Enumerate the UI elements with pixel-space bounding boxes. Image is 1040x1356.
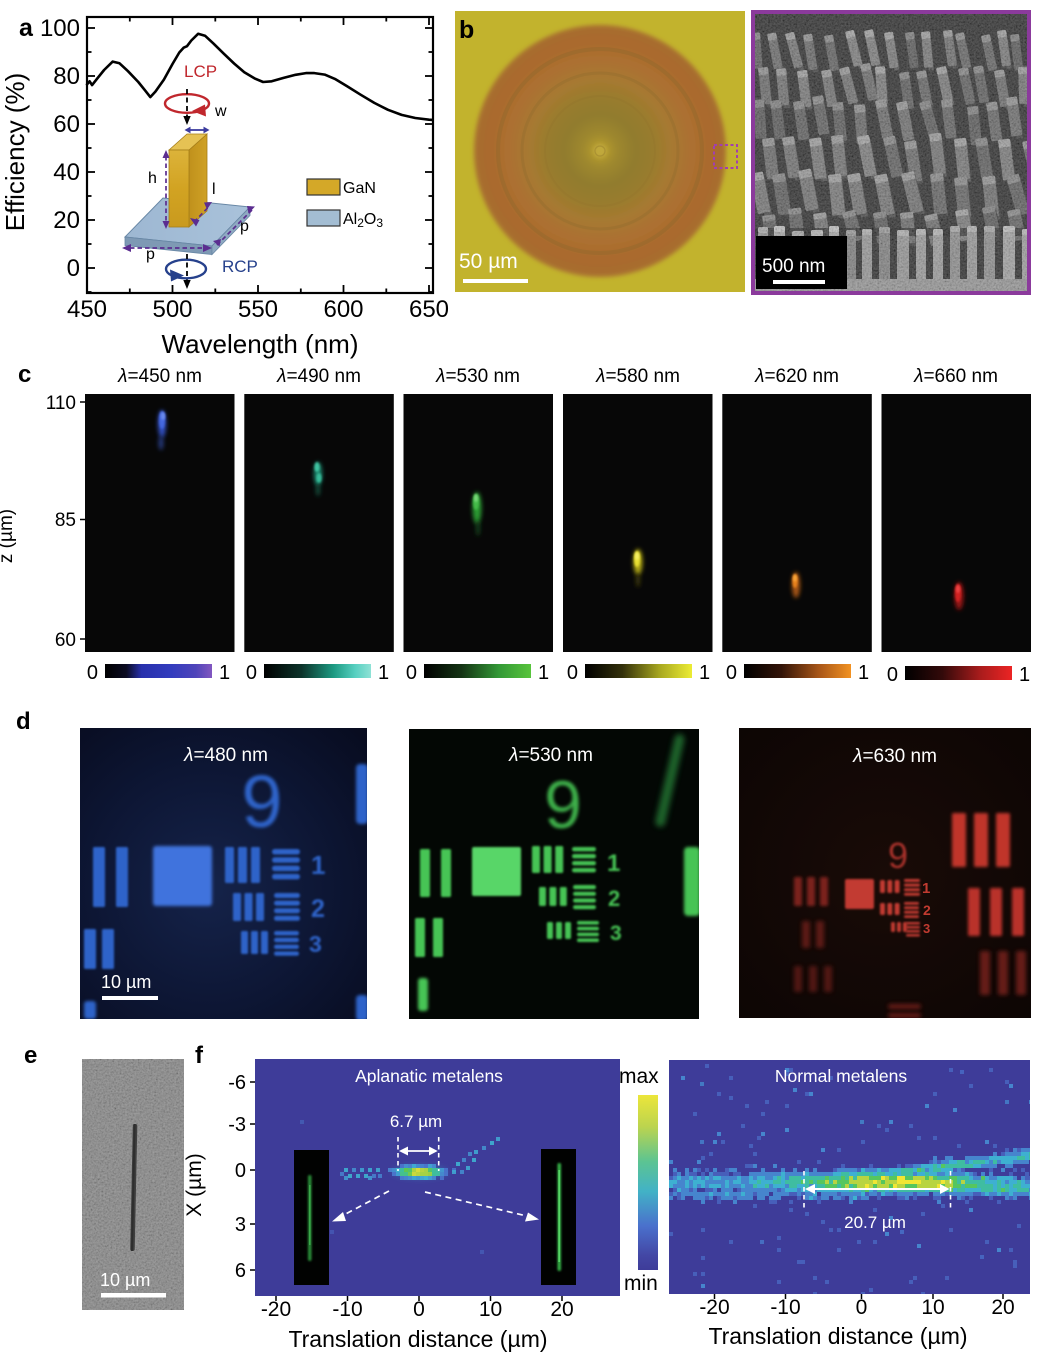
svg-text:0: 0 — [726, 662, 737, 684]
svg-text:1: 1 — [922, 880, 930, 897]
svg-text:450: 450 — [67, 296, 107, 323]
svg-text:1: 1 — [538, 662, 549, 684]
svg-text:600: 600 — [323, 296, 363, 323]
svg-text:1: 1 — [378, 662, 389, 684]
svg-text:0: 0 — [413, 1298, 425, 1321]
svg-text:d: d — [16, 708, 31, 735]
svg-text:9: 9 — [241, 760, 282, 843]
svg-text:GaN: GaN — [343, 180, 376, 197]
svg-text:0: 0 — [246, 662, 257, 684]
svg-text:λ=660 nm: λ=660 nm — [913, 366, 998, 387]
svg-text:l: l — [212, 181, 216, 198]
svg-text:20: 20 — [53, 207, 80, 234]
svg-text:0: 0 — [856, 1296, 868, 1319]
svg-text:X (µm): X (µm) — [183, 1153, 206, 1216]
svg-text:min: min — [624, 1272, 658, 1295]
svg-text:650: 650 — [409, 296, 449, 323]
svg-text:-6: -6 — [228, 1072, 246, 1094]
svg-text:2: 2 — [923, 902, 931, 918]
svg-text:10: 10 — [479, 1298, 502, 1321]
svg-text:20: 20 — [991, 1296, 1014, 1319]
svg-text:λ=580 nm: λ=580 nm — [595, 366, 680, 387]
svg-text:λ=530 nm: λ=530 nm — [435, 366, 520, 387]
svg-text:λ=620 nm: λ=620 nm — [754, 366, 839, 387]
svg-text:50 µm: 50 µm — [459, 250, 518, 273]
svg-text:λ=530 nm: λ=530 nm — [508, 745, 593, 766]
svg-text:3: 3 — [923, 921, 930, 936]
svg-text:a: a — [19, 14, 34, 42]
svg-text:60: 60 — [53, 111, 80, 138]
svg-text:10 µm: 10 µm — [100, 1270, 150, 1290]
svg-text:Wavelength (nm): Wavelength (nm) — [162, 329, 359, 359]
svg-text:100: 100 — [40, 15, 80, 42]
svg-text:Normal metalens: Normal metalens — [775, 1066, 908, 1086]
svg-text:1: 1 — [219, 662, 230, 684]
svg-text:max: max — [619, 1065, 659, 1088]
svg-text:w: w — [214, 103, 227, 120]
svg-text:Translation distance (µm): Translation distance (µm) — [288, 1326, 547, 1352]
svg-text:80: 80 — [53, 63, 80, 90]
svg-text:0: 0 — [567, 662, 578, 684]
svg-text:10 µm: 10 µm — [101, 972, 151, 992]
svg-text:Aplanatic metalens: Aplanatic metalens — [355, 1066, 503, 1086]
svg-text:0: 0 — [406, 662, 417, 684]
svg-text:-3: -3 — [228, 1114, 246, 1136]
svg-text:-10: -10 — [332, 1298, 362, 1321]
svg-text:6: 6 — [235, 1260, 246, 1282]
svg-text:RCP: RCP — [222, 257, 258, 276]
svg-text:6.7 µm: 6.7 µm — [390, 1112, 442, 1131]
svg-text:e: e — [24, 1042, 37, 1069]
svg-text:p: p — [240, 218, 249, 235]
svg-text:3: 3 — [610, 922, 622, 945]
svg-text:c: c — [18, 361, 31, 388]
svg-text:500 nm: 500 nm — [762, 256, 825, 277]
svg-text:1: 1 — [607, 850, 620, 877]
svg-text:60: 60 — [55, 630, 76, 651]
svg-text:λ=480 nm: λ=480 nm — [183, 745, 268, 766]
svg-text:1: 1 — [699, 662, 710, 684]
svg-text:3: 3 — [235, 1214, 246, 1236]
svg-text:λ=490 nm: λ=490 nm — [276, 366, 361, 387]
svg-text:10: 10 — [921, 1296, 944, 1319]
svg-text:20.7 µm: 20.7 µm — [844, 1213, 906, 1232]
svg-text:0: 0 — [87, 662, 98, 684]
svg-text:f: f — [195, 1042, 204, 1069]
svg-text:2: 2 — [311, 895, 325, 923]
svg-text:LCP: LCP — [184, 62, 217, 81]
svg-text:40: 40 — [53, 159, 80, 186]
svg-text:500: 500 — [152, 296, 192, 323]
svg-text:0: 0 — [235, 1160, 246, 1182]
svg-text:p: p — [146, 246, 155, 263]
svg-text:Al2O3: Al2O3 — [343, 211, 383, 230]
svg-text:1: 1 — [311, 850, 325, 880]
svg-text:9: 9 — [544, 767, 582, 843]
svg-text:3: 3 — [309, 931, 322, 957]
svg-text:-20: -20 — [699, 1296, 729, 1319]
svg-text:λ=630 nm: λ=630 nm — [852, 746, 937, 767]
svg-text:b: b — [459, 16, 474, 44]
svg-text:0: 0 — [887, 664, 898, 686]
svg-text:λ=450 nm: λ=450 nm — [117, 366, 202, 387]
svg-text:0: 0 — [67, 255, 80, 282]
svg-text:9: 9 — [888, 835, 908, 876]
svg-text:-10: -10 — [770, 1296, 800, 1319]
svg-text:20: 20 — [550, 1298, 573, 1321]
svg-text:550: 550 — [238, 296, 278, 323]
svg-text:Efficiency (%): Efficiency (%) — [0, 73, 30, 231]
svg-text:h: h — [148, 170, 157, 187]
svg-text:1: 1 — [1019, 664, 1030, 686]
svg-text:Translation distance (µm): Translation distance (µm) — [708, 1323, 967, 1349]
svg-text:85: 85 — [55, 510, 76, 531]
svg-text:-20: -20 — [261, 1298, 291, 1321]
svg-text:110: 110 — [46, 393, 76, 414]
svg-text:z (µm): z (µm) — [0, 509, 17, 563]
svg-text:2: 2 — [608, 886, 620, 911]
svg-text:1: 1 — [858, 662, 869, 684]
